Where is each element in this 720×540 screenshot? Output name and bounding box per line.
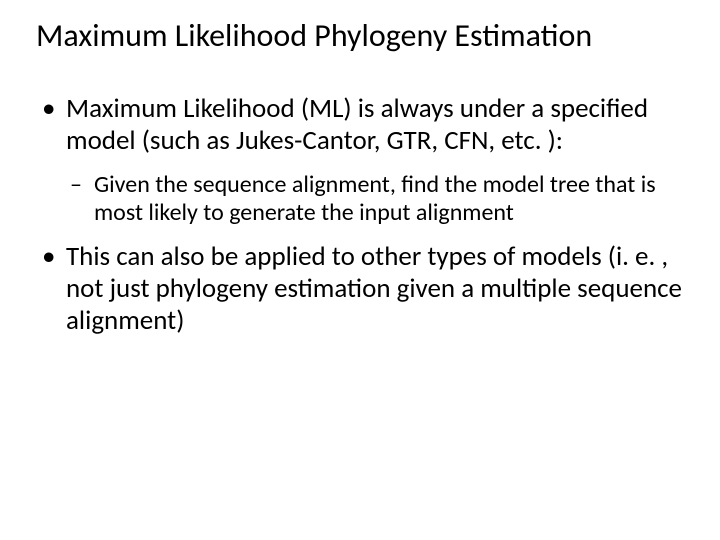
sub-bullet-item: Given the sequence alignment, find the m…: [66, 171, 684, 228]
bullet-list-level1: Maximum Likelihood (ML) is always under …: [36, 93, 684, 337]
slide: Maximum Likelihood Phylogeny Estimation …: [0, 0, 720, 540]
slide-title: Maximum Likelihood Phylogeny Estimation: [36, 18, 684, 55]
bullet-item: This can also be applied to other types …: [36, 241, 684, 337]
bullet-text: Maximum Likelihood (ML) is always under …: [66, 92, 648, 157]
bullet-list-level2: Given the sequence alignment, find the m…: [66, 171, 684, 228]
sub-bullet-text: Given the sequence alignment, find the m…: [94, 170, 656, 227]
bullet-item: Maximum Likelihood (ML) is always under …: [36, 93, 684, 227]
bullet-text: This can also be applied to other types …: [66, 240, 682, 337]
